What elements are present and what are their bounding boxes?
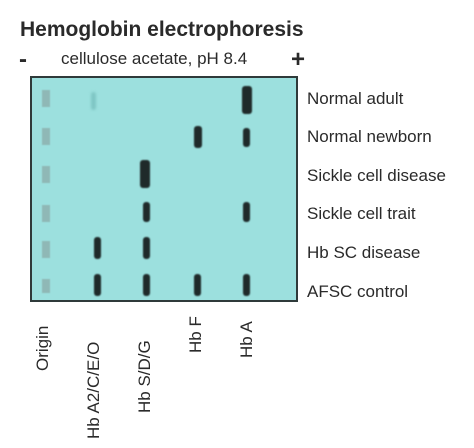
position-label: Hb S/D/G: [135, 340, 154, 413]
sample-label: Normal adult: [307, 89, 404, 108]
origin-well: [42, 90, 50, 107]
band-sickle-trait-s: [143, 202, 150, 222]
origin-well: [42, 205, 50, 222]
position-label: Hb A: [237, 321, 256, 358]
origin-well: [42, 241, 50, 258]
origin-well: [42, 166, 50, 183]
band-sickle-disease-s: [140, 160, 150, 188]
sample-label: Sickle cell trait: [307, 204, 416, 223]
band-normal-adult-a2: [91, 92, 96, 110]
position-label: Origin: [33, 325, 52, 371]
origin-well: [42, 128, 50, 145]
subtitle: cellulose acetate, pH 8.4: [61, 49, 248, 68]
band-afsc-a: [243, 274, 250, 296]
band-sickle-trait-a: [243, 202, 250, 222]
position-label: Hb F: [186, 316, 205, 353]
band-normal-newborn-f: [194, 126, 202, 148]
anode-label: +: [291, 46, 306, 73]
cathode-label: -: [19, 46, 27, 73]
band-hb-sc-c: [94, 237, 101, 259]
sample-label: AFSC control: [307, 282, 409, 301]
sample-label: Sickle cell disease: [307, 166, 446, 185]
electrophoresis-gel: [30, 76, 298, 302]
sample-label: Hb SC disease: [307, 243, 421, 262]
page-title: Hemoglobin electrophoresis: [20, 18, 304, 41]
band-hb-sc-s: [143, 237, 150, 259]
origin-well: [42, 279, 50, 293]
band-normal-newborn-a: [243, 128, 250, 147]
position-label: Hb A2/C/E/O: [84, 341, 103, 439]
band-afsc-c: [94, 274, 101, 296]
band-afsc-s: [143, 274, 150, 296]
sample-label: Normal newborn: [307, 127, 432, 146]
band-normal-adult-a: [242, 86, 252, 114]
band-afsc-f: [194, 274, 201, 296]
